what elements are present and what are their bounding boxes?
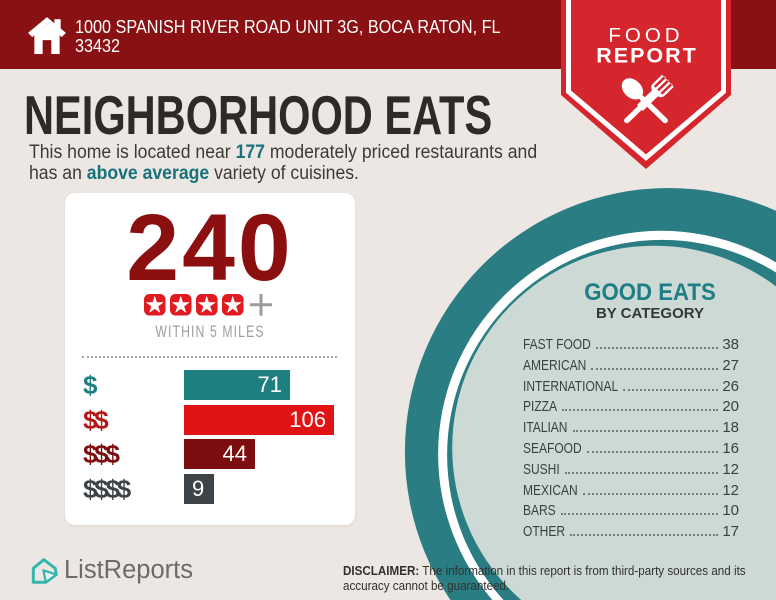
svg-text:REPORT: REPORT bbox=[596, 44, 698, 68]
svg-text:FOOD: FOOD bbox=[608, 24, 683, 47]
